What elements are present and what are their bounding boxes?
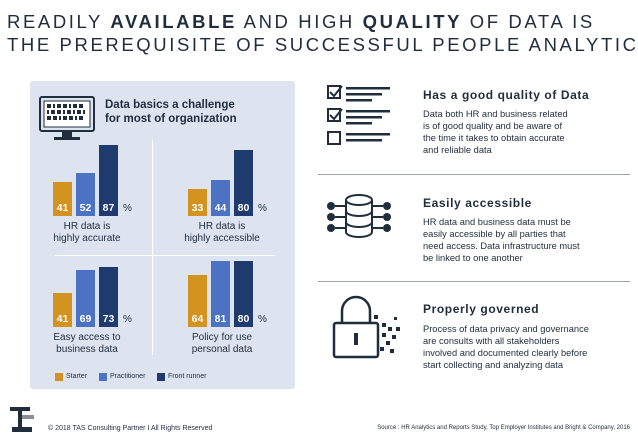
database-network-icon xyxy=(327,194,391,238)
percent-label-chart3: % xyxy=(123,314,132,325)
footer-copyright: © 2018 TAS Consulting Partner I All Righ… xyxy=(48,425,213,432)
bar-value-chart2-practitioner: 44 xyxy=(214,202,227,214)
legend-swatch-front-runner xyxy=(157,373,165,381)
bar-chart1-starter xyxy=(53,182,72,216)
legend-practitioner: Practitioner xyxy=(110,373,146,380)
bar-value-chart3-starter: 41 xyxy=(56,313,69,325)
bar-value-chart3-front-runner: 73 xyxy=(102,313,115,325)
legend-swatch-starter xyxy=(55,373,63,381)
bar-chart1-front-runner xyxy=(99,144,118,216)
legend-front-runner: Front runner xyxy=(168,373,207,380)
bar-value-chart2-front-runner: 80 xyxy=(237,202,250,214)
bar-chart4-starter xyxy=(188,274,207,327)
bar-chart4-practitioner xyxy=(211,260,230,327)
bar-chart3-starter xyxy=(53,293,72,327)
section-divider-2 xyxy=(318,281,630,282)
checklist-icon xyxy=(327,85,390,145)
legend-starter: Starter xyxy=(66,373,88,380)
bar-value-chart1-front-runner: 87 xyxy=(102,202,115,214)
bar-value-chart2-starter: 33 xyxy=(191,202,204,214)
bar-value-chart4-starter: 64 xyxy=(191,313,204,325)
bar-chart2-starter xyxy=(188,188,207,216)
headline-line2: THE PREREQUISITE OF SUCCESSFUL PEOPLE AN… xyxy=(7,34,638,55)
legend-swatch-practitioner xyxy=(99,373,107,381)
chart-title-2: HR data is highly accessible xyxy=(184,221,260,244)
percent-label-chart2: % xyxy=(258,203,267,214)
bar-value-chart3-practitioner: 69 xyxy=(79,313,92,325)
panel-title: Data basics a challenge for most of orga… xyxy=(105,99,237,125)
footer-source: Source : HR Analytics and Reports Study,… xyxy=(377,425,630,431)
chart-title-4: Policy for use personal data xyxy=(191,332,253,355)
bar-chart4-front-runner xyxy=(234,261,253,327)
bar-chart3-practitioner xyxy=(76,270,95,327)
chart-title-3: Easy access to business data xyxy=(53,332,121,355)
section-accessible-body: HR data and business data must be easily … xyxy=(423,217,580,263)
section-accessible-title: Easily accessible xyxy=(423,196,532,210)
bar-value-chart4-practitioner: 81 xyxy=(214,313,227,325)
section-governed-body: Process of data privacy and governance ar… xyxy=(423,324,589,370)
bar-value-chart1-starter: 41 xyxy=(56,202,69,214)
headline: READILY AVAILABLE AND HIGH QUALITY OF DA… xyxy=(7,10,638,56)
chart-panel xyxy=(30,81,295,389)
percent-label-chart1: % xyxy=(123,203,132,214)
chart-title-1: HR data is highly accurate xyxy=(53,221,121,244)
bar-chart2-practitioner xyxy=(211,179,230,216)
section-divider-1 xyxy=(318,174,630,175)
headline-line1: READILY AVAILABLE AND HIGH QUALITY OF DA… xyxy=(7,11,595,32)
bar-value-chart4-front-runner: 80 xyxy=(237,313,250,325)
panel-divider-vertical xyxy=(152,140,153,355)
section-quality-body: Data both HR and business related is of g… xyxy=(423,109,568,155)
computer-data-icon xyxy=(39,96,95,140)
section-governed-title: Properly governed xyxy=(423,302,540,316)
section-quality-title: Has a good quality of Data xyxy=(423,88,590,102)
bar-chart2-front-runner xyxy=(234,150,253,216)
tas-logo-icon xyxy=(10,407,34,432)
percent-label-chart4: % xyxy=(258,314,267,325)
bar-chart3-front-runner xyxy=(99,267,118,327)
bar-value-chart1-practitioner: 52 xyxy=(79,202,92,214)
bar-chart1-practitioner xyxy=(76,173,95,216)
padlock-icon xyxy=(332,295,400,359)
panel-divider-horizontal xyxy=(55,255,275,256)
